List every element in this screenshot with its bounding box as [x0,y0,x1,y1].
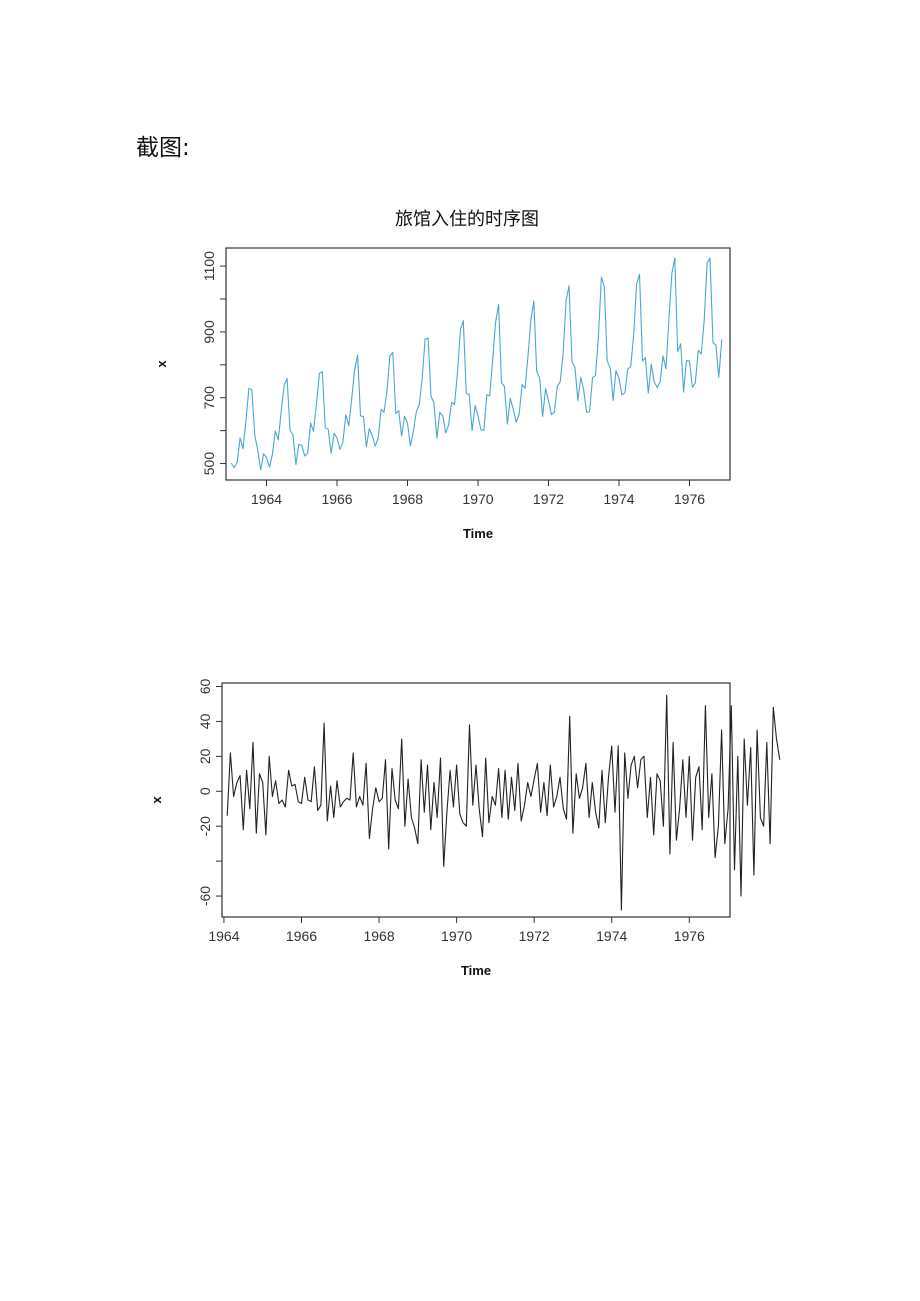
chart-title: 旅馆入住的时序图 [395,209,539,230]
y-tick-label: -20 [197,816,213,836]
y-tick-label: -60 [197,886,213,906]
y-tick-label: 1100 [201,251,217,281]
series-line [230,257,723,471]
x-tick-label: 1974 [603,491,634,507]
y-tick-label: 700 [201,386,217,410]
y-tick-label: 60 [197,678,213,694]
y-tick-label: 0 [197,787,213,795]
x-tick-label: 1976 [674,928,705,944]
y-axis-title: x [149,796,164,804]
x-tick-label: 1976 [674,491,705,507]
x-tick-label: 1966 [321,491,352,507]
x-tick-label: 1966 [286,928,317,944]
x-tick-label: 1972 [519,928,550,944]
x-tick-label: 1970 [462,491,493,507]
x-tick-label: 1964 [208,928,239,944]
x-tick-label: 1974 [596,928,627,944]
x-axis-title: Time [461,963,491,978]
chart-occupancy: 1964 1966 1968 1970 1972 1974 1976 500 700 900 110… [154,247,731,541]
x-tick-label: 1968 [392,491,423,507]
y-tick-label: 500 [201,452,217,476]
y-tick-label: 900 [201,320,217,344]
y-axis-title: x [154,360,169,368]
y-tick-label: 20 [197,748,213,764]
x-axis-title: Time [463,526,493,541]
x-tick-label: 1964 [251,491,282,507]
y-tick-label: 40 [197,713,213,729]
page-heading: 截图: [136,135,190,161]
x-tick-label: 1968 [363,928,394,944]
series-line [226,694,781,911]
x-tick-label: 1970 [441,928,472,944]
x-tick-label: 1972 [533,491,564,507]
chart-differenced: 1964 1966 1968 1970 1972 1974 1976 -60 -20 0 20 40 6… [149,678,781,978]
